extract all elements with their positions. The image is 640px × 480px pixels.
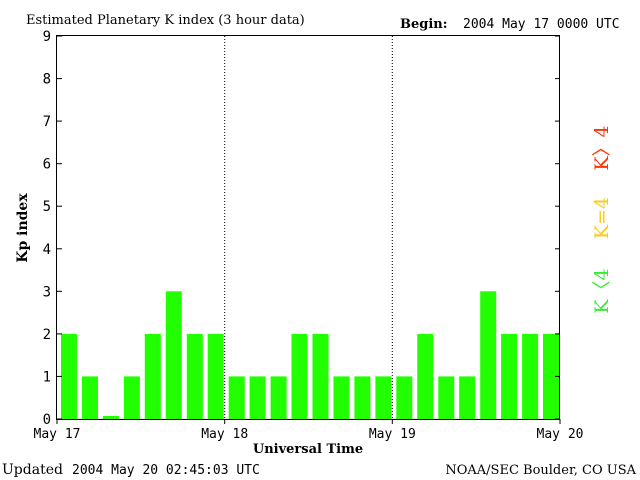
x-tick-label: May 18 bbox=[201, 427, 248, 442]
y-tick-label: 9 bbox=[43, 29, 51, 45]
x-axis-label: Universal Time bbox=[253, 442, 363, 457]
y-axis-label: Kp index bbox=[15, 193, 31, 263]
kp-bar bbox=[270, 376, 287, 419]
kp-bar bbox=[375, 376, 392, 419]
kp-bar bbox=[249, 376, 266, 419]
x-tick-label: May 17 bbox=[34, 427, 81, 442]
updated-label: Updated bbox=[2, 462, 63, 478]
kp-bar bbox=[501, 333, 518, 419]
y-tick-label: 0 bbox=[43, 412, 51, 428]
y-tick-label: 2 bbox=[43, 327, 51, 343]
kp-bar bbox=[144, 333, 161, 419]
kp-bar bbox=[82, 376, 98, 419]
y-axis: 0 1 2 3 4 5 6 7 8 9 bbox=[43, 29, 560, 428]
kp-bar bbox=[123, 376, 140, 419]
kp-bar bbox=[186, 333, 203, 419]
y-tick-label: 5 bbox=[43, 199, 51, 215]
chart-title: Estimated Planetary K index (3 hour data… bbox=[26, 13, 305, 28]
kp-bar bbox=[228, 376, 245, 419]
kp-bar bbox=[312, 333, 329, 419]
begin-label: Begin: bbox=[400, 17, 448, 32]
kp-bar bbox=[291, 333, 308, 419]
kp-bar bbox=[354, 376, 371, 419]
legend-k-less-than-4: K〈4 bbox=[591, 268, 613, 313]
source-credit: NOAA/SEC Boulder, CO USA bbox=[445, 463, 636, 478]
kp-bar bbox=[165, 291, 182, 419]
kp-bar bbox=[417, 333, 434, 419]
kp-bar bbox=[438, 376, 455, 419]
kp-bar bbox=[207, 333, 224, 419]
kp-bar bbox=[396, 376, 413, 419]
y-tick-label: 1 bbox=[43, 369, 51, 385]
legend-k-equals-4: K=4 bbox=[591, 197, 613, 239]
kp-bar bbox=[543, 333, 559, 419]
x-tick-label: May 19 bbox=[369, 427, 416, 442]
day-dividers bbox=[224, 36, 393, 419]
updated-value: 2004 May 20 02:45:03 UTC bbox=[72, 463, 260, 478]
y-tick-label: 7 bbox=[43, 114, 51, 130]
plot-frame bbox=[56, 35, 560, 420]
kp-bar bbox=[102, 416, 119, 419]
kp-bar bbox=[480, 291, 497, 419]
x-axis: May 17 May 18 May 19 May 20 bbox=[34, 419, 584, 442]
y-tick-label: 6 bbox=[43, 157, 51, 173]
y-tick-label: 8 bbox=[43, 72, 51, 88]
kp-bar bbox=[459, 376, 476, 419]
kp-bar bbox=[522, 333, 539, 419]
y-tick-label: 3 bbox=[43, 284, 51, 300]
kp-bar bbox=[61, 333, 77, 419]
legend-k-greater-than-4: K〉4 bbox=[591, 125, 613, 170]
kp-bar bbox=[333, 376, 350, 419]
bars bbox=[61, 291, 559, 419]
x-tick-label: May 20 bbox=[537, 427, 584, 442]
y-tick-label: 4 bbox=[43, 242, 51, 258]
begin-value: 2004 May 17 0000 UTC bbox=[463, 17, 620, 32]
